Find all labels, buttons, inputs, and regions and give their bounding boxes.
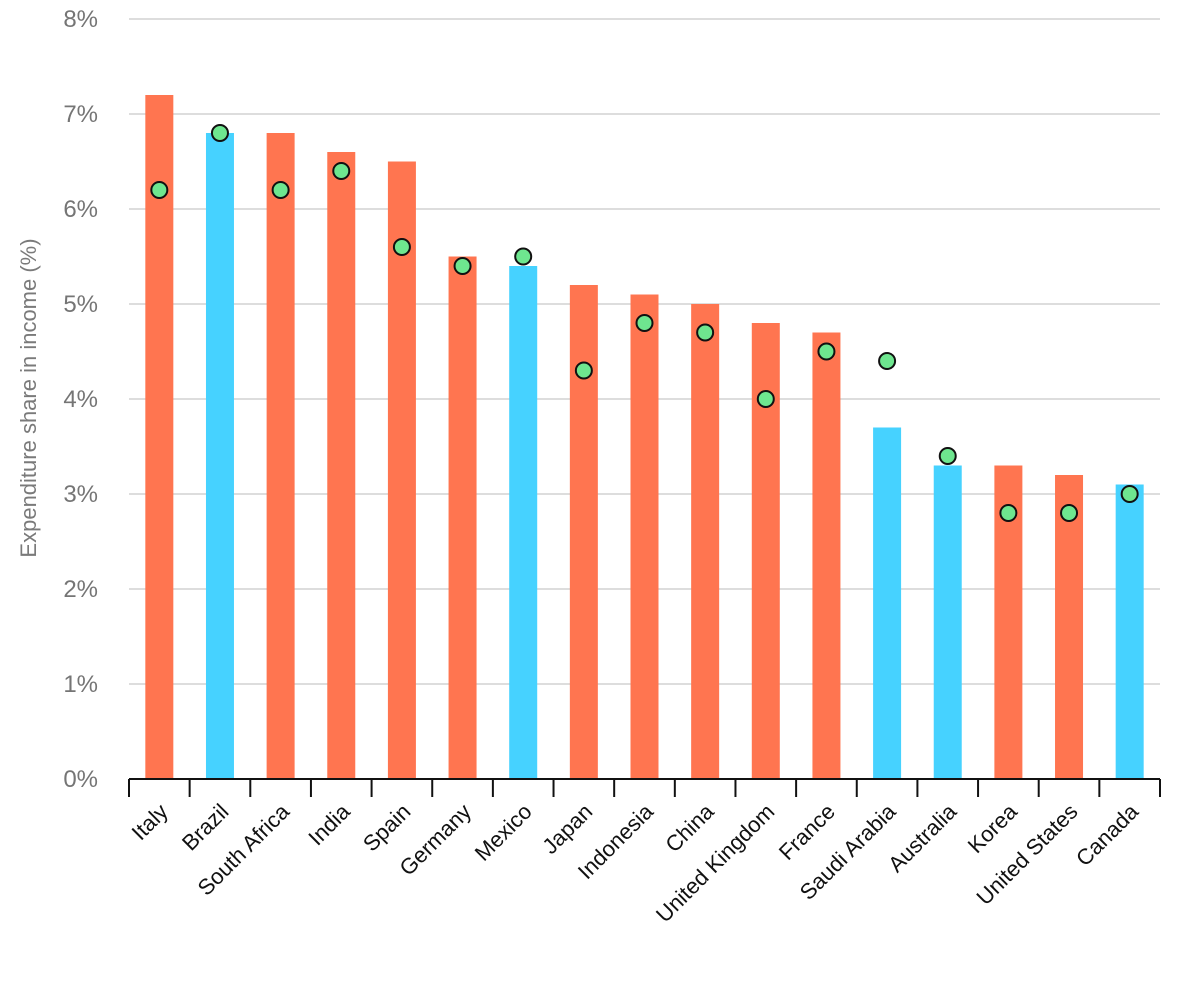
marker-point — [392, 238, 411, 256]
marker-point — [574, 361, 593, 380]
y-tick-label: 3% — [63, 481, 98, 508]
bar — [145, 95, 174, 779]
y-tick-label: 7% — [63, 101, 98, 128]
x-axis — [128, 778, 1161, 797]
bar — [691, 304, 720, 779]
bars — [145, 95, 1144, 779]
x-tick-label: Mexico — [470, 799, 537, 866]
x-tick-label: India — [303, 798, 355, 850]
marker-point — [756, 390, 775, 408]
marker-point — [210, 124, 229, 142]
y-tick-label: 8% — [63, 6, 98, 33]
x-tick-label: Canada — [1071, 798, 1144, 871]
marker-point — [817, 342, 836, 361]
bar — [327, 152, 356, 779]
y-tick-label: 4% — [63, 386, 98, 413]
marker-point — [696, 323, 715, 342]
x-tick-label: Australia — [883, 798, 962, 877]
marker-point — [1060, 504, 1079, 522]
x-tick-label: China — [660, 798, 719, 857]
marker-point — [878, 352, 897, 370]
x-tick-label: Italy — [127, 799, 173, 845]
y-tick-label: 0% — [63, 766, 98, 793]
x-tick-label: Spain — [358, 799, 415, 856]
bar — [266, 133, 295, 779]
bar — [933, 465, 962, 779]
markers — [150, 124, 1139, 522]
y-tick-label: 6% — [63, 196, 98, 223]
y-tick-label: 1% — [63, 671, 98, 698]
marker-point — [150, 181, 169, 199]
marker-point — [514, 247, 533, 266]
x-tick-label: Brazil — [177, 799, 234, 856]
bar — [812, 332, 841, 779]
bar — [205, 133, 234, 779]
y-tick-label: 5% — [63, 291, 98, 318]
marker-point — [271, 181, 290, 199]
y-axis-tick-labels: 0% 1% 2% 3% 4% 5% 6% 7% 8% — [63, 6, 98, 793]
y-tick-label: 2% — [63, 576, 98, 603]
bar — [630, 294, 659, 779]
bar — [569, 285, 598, 779]
marker-point — [453, 257, 472, 275]
bar — [387, 161, 416, 779]
marker-point — [938, 447, 957, 465]
bar — [873, 427, 902, 779]
bar — [448, 256, 477, 779]
marker-point — [1120, 485, 1139, 503]
marker-point — [332, 162, 351, 180]
bar — [1055, 475, 1084, 779]
marker-point — [999, 504, 1018, 522]
y-axis-title: Expenditure share in income (%) — [16, 238, 41, 557]
bar — [1115, 484, 1144, 779]
marker-point — [635, 314, 654, 332]
bar — [509, 266, 538, 779]
